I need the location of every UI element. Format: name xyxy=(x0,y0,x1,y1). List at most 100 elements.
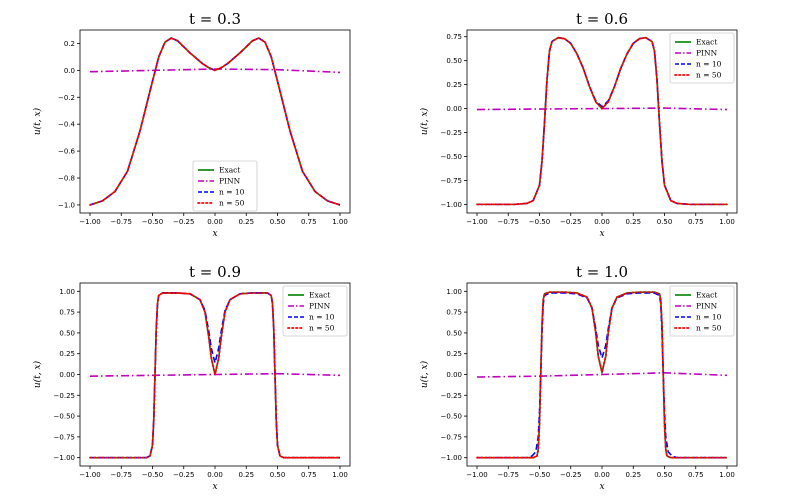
series-group xyxy=(476,36,728,206)
y-tick-label: 0.00 xyxy=(446,105,462,113)
y-axis-label: u(t, x) xyxy=(32,107,43,135)
x-tick-label: 1.00 xyxy=(332,218,348,226)
y-tick-label: −0.25 xyxy=(54,392,75,400)
series-line-n50 xyxy=(89,292,341,459)
legend-label: Exact xyxy=(696,38,717,47)
x-tick-label: −1.00 xyxy=(466,471,487,479)
y-tick-label: −0.75 xyxy=(54,433,75,441)
y-tick-label: −0.8 xyxy=(58,175,75,183)
x-tick-label: 0.50 xyxy=(657,218,673,226)
x-tick-label: 0.75 xyxy=(688,471,704,479)
legend-box xyxy=(282,285,348,337)
legend-label: n = 10 xyxy=(219,188,245,197)
y-tick-label: 0.2 xyxy=(64,40,75,48)
legend-label: PINN xyxy=(309,302,331,311)
series-group xyxy=(89,37,341,206)
x-tick-label: 0.75 xyxy=(688,218,704,226)
x-tick-label: 0.00 xyxy=(594,218,610,226)
y-tick-label: 0.75 xyxy=(446,33,462,41)
y-tick-label: 0.25 xyxy=(59,350,75,358)
y-tick-label: 0.75 xyxy=(446,309,462,317)
legend-label: n = 50 xyxy=(696,71,722,80)
series-line-n50 xyxy=(89,37,341,206)
legend-box xyxy=(192,160,258,212)
y-tick-label: 0.00 xyxy=(59,371,75,379)
x-tick-label: −0.25 xyxy=(560,471,581,479)
y-tick-label: 0.00 xyxy=(446,371,462,379)
legend-label: n = 10 xyxy=(696,60,722,69)
subplot-4: t = 1.0 −1.00 −0.75 −0.50 −0.25 0.00 0.25 0.50 0… xyxy=(419,263,738,492)
x-axis-label: x xyxy=(212,482,217,492)
x-tick-label: −0.50 xyxy=(142,218,163,226)
y-tick-label: 0.0 xyxy=(64,67,75,75)
y-tick-label: 0.50 xyxy=(446,57,462,65)
y-tick-label: −0.2 xyxy=(58,94,75,102)
y-tick-label: −0.6 xyxy=(58,148,76,156)
y-tick-label: −1.0 xyxy=(58,201,75,209)
y-tick-label: −1.00 xyxy=(441,201,462,209)
y-tick-label: −0.4 xyxy=(58,121,76,129)
plot-title: t = 0.6 xyxy=(576,10,628,28)
plot-title: t = 1.0 xyxy=(576,263,628,281)
legend-label: PINN xyxy=(219,177,241,186)
legend-label: n = 50 xyxy=(696,324,722,333)
y-tick-label: −0.75 xyxy=(441,177,462,185)
series-group xyxy=(476,291,728,459)
legend-box xyxy=(669,32,735,84)
x-tick-label: −0.75 xyxy=(111,471,132,479)
x-tick-label: −1.00 xyxy=(79,218,100,226)
series-line-n50 xyxy=(476,291,728,459)
subplot-2: t = 0.6 −1.00 −0.75 −0.50 −0.25 0.00 0.25 0.50 0… xyxy=(419,10,738,239)
x-tick-label: 1.00 xyxy=(332,471,348,479)
subplot-1: t = 0.3 −1.00 −0.75 −0.50 −0.25 0.00 0.25 0.50 0… xyxy=(32,10,351,239)
y-tick-label: −1.00 xyxy=(441,454,462,462)
x-axis-label: x xyxy=(212,229,217,239)
legend-label: Exact xyxy=(696,291,717,300)
legend-label: n = 10 xyxy=(309,313,335,322)
x-tick-label: 0.00 xyxy=(207,218,223,226)
y-tick-label: 0.25 xyxy=(446,81,462,89)
x-tick-label: −0.50 xyxy=(142,471,163,479)
x-tick-label: 0.50 xyxy=(270,218,286,226)
legend: Exact PINN n = 10 n = 50 xyxy=(669,32,735,84)
legend: Exact PINN n = 10 n = 50 xyxy=(192,160,258,212)
legend-label: n = 10 xyxy=(696,313,722,322)
x-tick-label: −0.75 xyxy=(498,471,519,479)
y-tick-label: −0.50 xyxy=(54,413,75,421)
x-tick-label: −0.50 xyxy=(529,218,550,226)
legend-label: n = 50 xyxy=(309,324,335,333)
y-tick-label: −0.25 xyxy=(441,392,462,400)
y-axis-label: u(t, x) xyxy=(419,107,430,135)
x-tick-label: −0.75 xyxy=(111,218,132,226)
legend-label: Exact xyxy=(309,291,330,300)
y-tick-label: 0.50 xyxy=(446,329,462,337)
y-axis-label: u(t, x) xyxy=(32,360,43,388)
legend-label: n = 50 xyxy=(219,199,245,208)
y-tick-label: 1.00 xyxy=(59,288,75,296)
series-line-pinn xyxy=(89,68,341,74)
legend-label: Exact xyxy=(219,166,240,175)
x-tick-label: 0.75 xyxy=(301,471,317,479)
y-tick-label: 0.75 xyxy=(59,309,75,317)
y-axis-label: u(t, x) xyxy=(419,360,430,388)
x-tick-label: 0.00 xyxy=(207,471,223,479)
x-tick-label: 1.00 xyxy=(719,471,735,479)
plot-title: t = 0.9 xyxy=(189,263,241,281)
x-tick-label: 0.25 xyxy=(238,218,254,226)
series-line-n50 xyxy=(476,36,728,206)
x-tick-label: 0.00 xyxy=(594,471,610,479)
x-tick-label: 0.50 xyxy=(657,471,673,479)
legend: Exact PINN n = 10 n = 50 xyxy=(669,285,735,337)
legend-label: PINN xyxy=(696,302,718,311)
subplot-3: t = 0.9 −1.00 −0.75 −0.50 −0.25 0.00 0.25 0.50 0… xyxy=(32,263,351,492)
x-tick-label: 0.25 xyxy=(625,471,641,479)
x-tick-label: −1.00 xyxy=(79,471,100,479)
y-tick-label: −0.50 xyxy=(441,413,462,421)
x-tick-label: 0.25 xyxy=(238,471,254,479)
x-tick-label: −0.25 xyxy=(560,218,581,226)
legend: Exact PINN n = 10 n = 50 xyxy=(282,285,348,337)
x-tick-label: −0.25 xyxy=(173,471,194,479)
series-group xyxy=(89,292,341,459)
legend-box xyxy=(669,285,735,337)
